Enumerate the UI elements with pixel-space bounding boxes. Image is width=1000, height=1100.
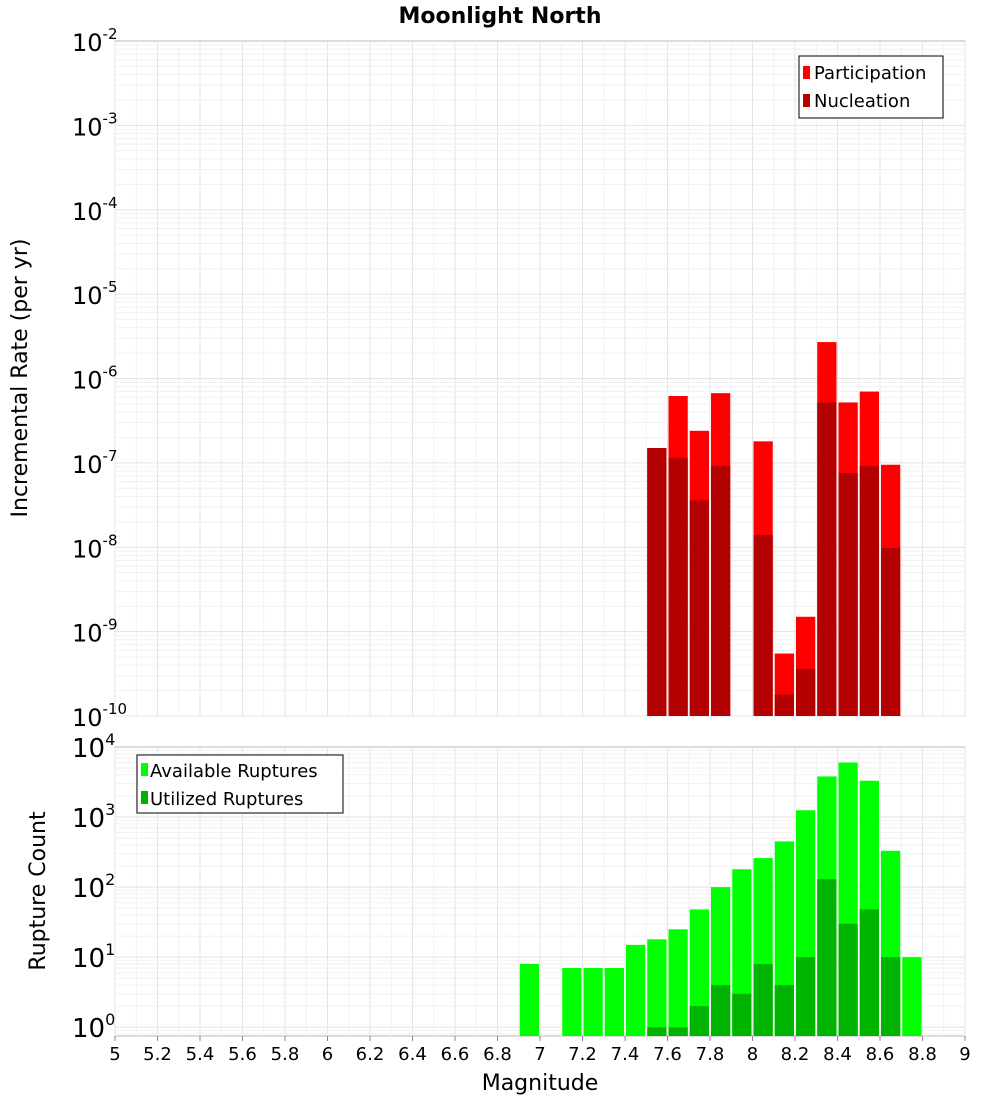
x-tick-label: 5 <box>109 1044 120 1065</box>
chart-title: Moonlight North <box>398 4 601 29</box>
rupture-count-panel: 104 103 102 101 100 5 5.2 5.4 5.6 5.8 6 6.2 6.4 6.6 6… <box>26 730 971 1096</box>
x-tick-label: 7.6 <box>653 1044 682 1065</box>
utilized-ruptures-bar <box>838 923 858 1036</box>
x-tick-label: 9 <box>959 1044 970 1065</box>
top-grid <box>114 41 966 717</box>
participation-nucleation-panel: 10-2 10-3 10-4 10-5 10-6 10-7 10-8 10-9 10-10 In… <box>8 25 966 732</box>
available-ruptures-bar <box>689 909 709 1036</box>
nucleation-bar <box>774 694 794 716</box>
top-bars <box>647 342 901 716</box>
bottom-y-ticks: 104 103 102 101 100 <box>72 730 115 1044</box>
utilized-ruptures-legend-swatch <box>141 791 148 804</box>
available-ruptures-bar <box>668 929 688 1036</box>
top-y-tick-label: 10-3 <box>72 109 118 141</box>
bottom-y-tick-label: 104 <box>72 730 115 764</box>
x-axis-label: Magnitude <box>482 1071 599 1096</box>
x-tick-label: 7.4 <box>611 1044 640 1065</box>
bottom-y-tick-label: 101 <box>72 940 115 974</box>
top-legend: Participation Nucleation <box>798 55 944 119</box>
x-tick-label: 6.8 <box>483 1044 512 1065</box>
x-tick-label: 5.2 <box>143 1044 172 1065</box>
nucleation-bar <box>711 465 731 716</box>
bottom-legend-box <box>136 754 344 814</box>
x-tick-label: 8.4 <box>823 1044 852 1065</box>
utilized-ruptures-bar <box>753 963 773 1036</box>
x-ticks: 5 5.2 5.4 5.6 5.8 6 6.2 6.4 6.6 6.8 7 7.2 7.4 7.6 7.8 8… <box>109 1036 971 1065</box>
x-tick-label: 8.2 <box>781 1044 810 1065</box>
nucleation-bar <box>859 465 879 716</box>
x-tick-label: 8.8 <box>908 1044 937 1065</box>
available-ruptures-legend-swatch <box>141 763 148 776</box>
nucleation-bar <box>817 402 837 716</box>
top-y-tick-label: 10-9 <box>72 616 118 648</box>
available-ruptures-bar <box>519 963 539 1036</box>
utilized-ruptures-bar <box>796 957 816 1036</box>
nucleation-bar <box>668 457 688 716</box>
x-tick-label: 8 <box>747 1044 758 1065</box>
top-y-tick-label: 10-4 <box>72 194 118 226</box>
top-y-axis-label: Incremental Rate (per yr) <box>8 239 33 518</box>
nucleation-bar <box>753 534 773 716</box>
available-ruptures-bar <box>562 968 582 1036</box>
x-tick-label: 8.6 <box>866 1044 895 1065</box>
top-legend-box <box>798 55 944 119</box>
available-ruptures-bar <box>626 944 646 1036</box>
available-ruptures-bar <box>604 968 624 1036</box>
utilized-ruptures-legend-label: Utilized Ruptures <box>150 789 303 810</box>
nucleation-bar <box>647 448 667 716</box>
x-tick-label: 7 <box>534 1044 545 1065</box>
x-tick-label: 5.4 <box>186 1044 215 1065</box>
top-y-ticks: 10-2 10-3 10-4 10-5 10-6 10-7 10-8 10-9 10-10 <box>72 25 127 732</box>
bottom-y-tick-label: 103 <box>72 800 115 834</box>
x-tick-label: 7.8 <box>696 1044 725 1065</box>
nucleation-legend-label: Nucleation <box>814 91 910 112</box>
utilized-ruptures-bar <box>774 985 794 1036</box>
nucleation-bar <box>689 500 709 716</box>
bottom-bars <box>519 762 922 1036</box>
top-y-tick-label: 10-7 <box>72 447 118 479</box>
utilized-ruptures-bar <box>817 879 837 1036</box>
top-y-tick-label: 10-6 <box>72 363 118 395</box>
bottom-y-tick-label: 100 <box>72 1010 115 1044</box>
top-y-tick-label: 10-10 <box>72 700 127 732</box>
bottom-legend: Available Ruptures Utilized Ruptures <box>136 754 344 814</box>
nucleation-bar <box>796 669 816 716</box>
participation-legend-label: Participation <box>814 63 926 84</box>
nucleation-bar <box>881 547 901 716</box>
x-tick-label: 6.2 <box>356 1044 385 1065</box>
available-ruptures-bar <box>647 939 667 1036</box>
utilized-ruptures-bar <box>689 1006 709 1036</box>
top-y-tick-label: 10-2 <box>72 25 118 57</box>
utilized-ruptures-bar <box>732 993 752 1036</box>
utilized-ruptures-bar <box>859 909 879 1036</box>
available-ruptures-bar <box>902 957 922 1036</box>
x-tick-label: 7.2 <box>568 1044 597 1065</box>
nucleation-bar <box>838 472 858 716</box>
bottom-y-axis-label: Rupture Count <box>26 811 51 971</box>
utilized-ruptures-bar <box>647 1027 667 1036</box>
nucleation-legend-swatch <box>803 94 810 107</box>
top-y-tick-label: 10-8 <box>72 531 118 563</box>
bottom-y-tick-label: 102 <box>72 870 115 904</box>
available-ruptures-bar <box>583 968 603 1036</box>
utilized-ruptures-bar <box>881 957 901 1036</box>
participation-legend-swatch <box>803 66 810 79</box>
available-ruptures-legend-label: Available Ruptures <box>150 761 318 782</box>
x-tick-label: 6 <box>322 1044 333 1065</box>
top-y-tick-label: 10-5 <box>72 278 118 310</box>
utilized-ruptures-bar <box>711 985 731 1036</box>
utilized-ruptures-bar <box>668 1027 688 1036</box>
x-tick-label: 5.6 <box>228 1044 257 1065</box>
x-tick-label: 6.6 <box>441 1044 470 1065</box>
x-tick-label: 6.4 <box>398 1044 427 1065</box>
x-tick-label: 5.8 <box>271 1044 300 1065</box>
